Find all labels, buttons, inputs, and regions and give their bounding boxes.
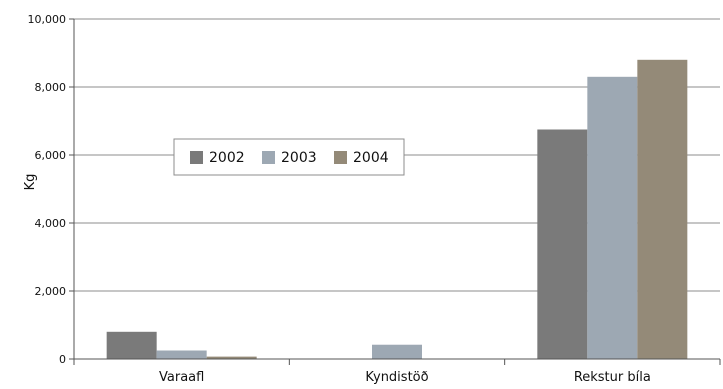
bar-2003-2 <box>587 76 638 360</box>
y-tick-label: 8,000 <box>35 81 67 94</box>
legend-swatch <box>334 151 347 164</box>
legend-swatch <box>262 151 275 164</box>
y-axis-title: Kg <box>23 174 38 191</box>
bars <box>106 59 688 360</box>
legend-swatch <box>190 151 203 164</box>
legend-label: 2003 <box>281 150 317 166</box>
legend: 2002 2003 2004 <box>173 138 405 176</box>
bar-2002-2 <box>537 129 588 359</box>
axes <box>73 19 721 365</box>
bar-2003-0 <box>156 350 207 359</box>
bar-2002-0 <box>106 331 157 359</box>
bar-2003-1 <box>372 344 422 359</box>
x-category-label: Varaafl <box>159 370 204 385</box>
y-tick-label: 4,000 <box>35 217 67 230</box>
bar-2004-0 <box>206 356 257 359</box>
legend-box <box>173 138 405 176</box>
bar-2004-2 <box>637 59 688 360</box>
y-tick-label: 10,000 <box>28 13 67 26</box>
y-tick-label: 6,000 <box>35 149 67 162</box>
y-tick-label: 2,000 <box>35 285 67 298</box>
x-axis-categories: Varaafl Kyndistöð Rekstur bíla <box>159 370 651 385</box>
legend-label: 2004 <box>353 150 389 166</box>
x-category-label: Rekstur bíla <box>574 370 651 385</box>
y-axis-ticks: 0 2,000 4,000 6,000 8,000 10,000 <box>28 13 74 366</box>
y-tick-label: 0 <box>59 353 66 366</box>
x-category-label: Kyndistöð <box>365 370 428 385</box>
legend-label: 2002 <box>209 150 245 166</box>
